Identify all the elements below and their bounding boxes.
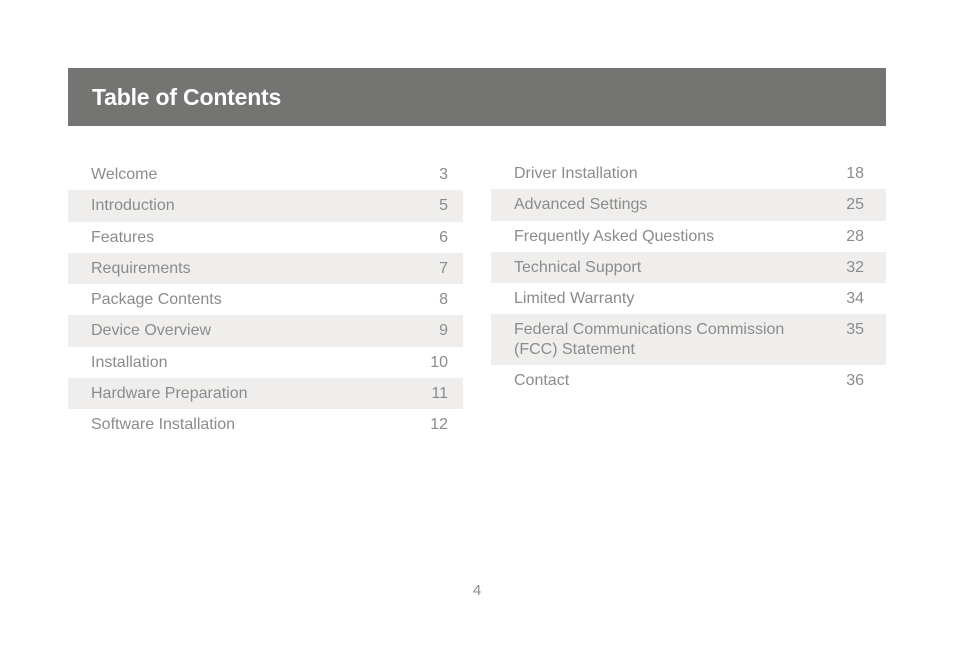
toc-entry[interactable]: Installation 10 [68, 347, 463, 378]
toc-entry-page: 9 [439, 322, 448, 340]
toc-entry[interactable]: Features 6 [68, 222, 463, 253]
toc-entry[interactable]: Package Contents 8 [68, 284, 463, 315]
toc-entry-label: Contact [514, 372, 570, 390]
toc-entry-label: Hardware Preparation [91, 385, 248, 403]
toc-entry-label: Driver Installation [514, 165, 638, 182]
toc-entry-page: 25 [846, 196, 864, 214]
toc-entry[interactable]: Device Overview 9 [68, 315, 463, 347]
toc-entry[interactable]: Contact 36 [491, 365, 886, 396]
toc-entry-page: 8 [439, 291, 448, 309]
toc-entry-label: Software Installation [91, 416, 236, 434]
toc-entry-page: 3 [439, 166, 448, 183]
toc-entry-page: 36 [846, 372, 864, 390]
toc-entry[interactable]: Frequently Asked Questions 28 [491, 221, 886, 252]
toc-entry-page: 10 [430, 353, 448, 371]
toc-entry-page: 32 [846, 258, 864, 276]
toc-entry-page: 7 [439, 259, 448, 277]
toc-entry[interactable]: Technical Support 32 [491, 251, 886, 284]
toc-entry[interactable]: Driver Installation 18 [491, 158, 886, 189]
toc-entry[interactable]: Hardware Preparation 11 [68, 378, 463, 410]
toc-entry-label: Frequently Asked Questions [514, 227, 715, 245]
toc-entry-page: 6 [439, 228, 448, 246]
toc-entry-page: 34 [846, 290, 864, 308]
toc-entry-label: Package Contents [91, 291, 222, 309]
toc-entry-label: Welcome [91, 166, 158, 183]
toc-entry-label: Technical Support [514, 258, 642, 276]
toc-right-column: Driver Installation 18 Advanced Settings… [491, 158, 886, 397]
toc-entry-label: Requirements [91, 259, 191, 277]
toc-entry-label: Device Overview [91, 322, 212, 340]
toc-entry-label: Limited Warranty [514, 290, 635, 308]
toc-entry-label: Installation [91, 353, 168, 371]
toc-entry-label: Federal Communications Commission (FCC) … [514, 321, 785, 359]
toc-entry[interactable]: Advanced Settings 25 [491, 189, 886, 221]
toc-entry-page: 12 [430, 416, 448, 434]
toc-entry-page: 28 [846, 227, 864, 245]
toc-entry-page: 18 [846, 165, 864, 182]
toc-entry[interactable]: Introduction 5 [68, 190, 463, 222]
toc-entry[interactable]: Welcome 3 [68, 159, 463, 190]
toc-entry[interactable]: Limited Warranty 34 [491, 283, 886, 314]
toc-left-column: Welcome 3 Introduction 5 Features 6 Requ… [68, 159, 463, 441]
toc-entry[interactable]: Federal Communications Commission (FCC) … [491, 314, 886, 366]
toc-entry-label: Advanced Settings [514, 196, 648, 214]
toc-entry-page: 11 [431, 385, 448, 403]
toc-entry-page: 5 [439, 197, 448, 215]
page-number: 4 [472, 582, 482, 599]
page-title: Table of Contents [92, 83, 282, 110]
toc-entry-label: Introduction [91, 197, 175, 215]
toc-entry[interactable]: Software Installation 12 [68, 409, 463, 440]
toc-entry[interactable]: Requirements 7 [68, 252, 463, 285]
toc-entry-page: 35 [846, 321, 864, 339]
title-bar: Table of Contents [68, 68, 886, 126]
toc-entry-label: Features [91, 228, 155, 246]
